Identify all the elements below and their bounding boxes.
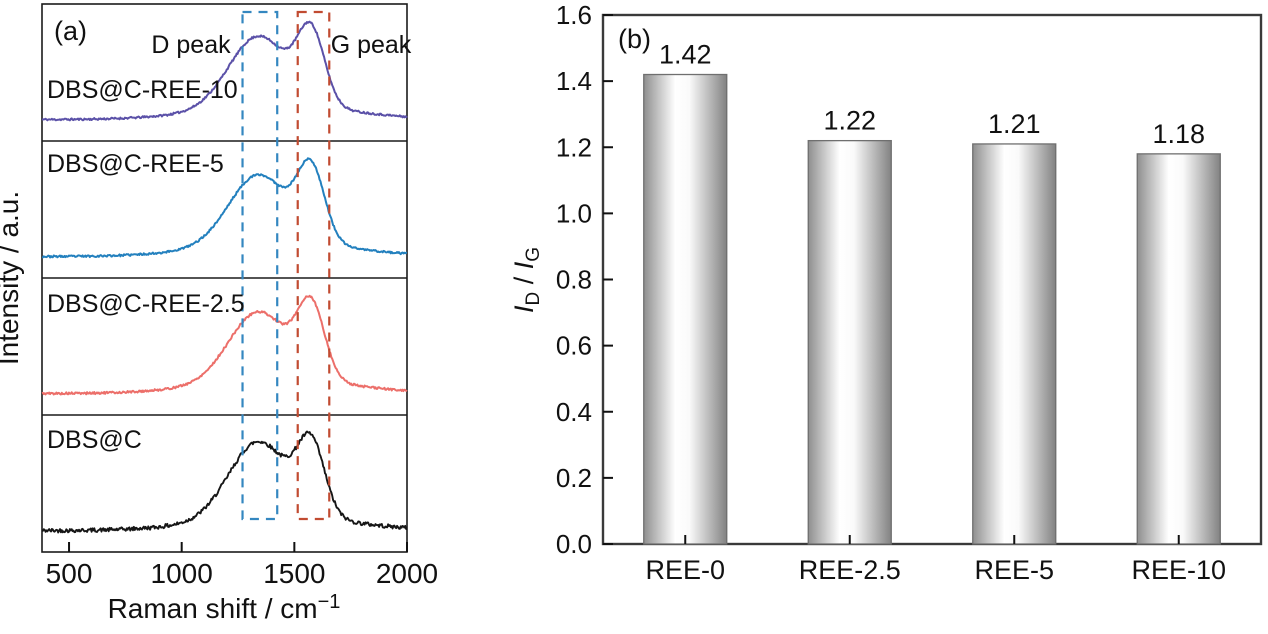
d-band-highlight-box — [241, 10, 279, 521]
raman-curve-dbs-c-ree-5 — [41, 157, 408, 259]
highlight-boxes-layer — [241, 10, 331, 521]
panel-b-y-tick-label: 0.2 — [556, 463, 592, 493]
panel-a-tag: (a) — [54, 16, 87, 46]
panel-b-y-tick-label: 1.6 — [556, 0, 592, 30]
bar-value-label-ree-0: 1.42 — [659, 40, 712, 70]
x-category-label-ree-5: REE-5 — [974, 555, 1054, 585]
panel-a-x-tick-label: 1500 — [263, 558, 325, 589]
panel-b-yaxis-title: ID / IG — [509, 247, 544, 313]
series-label-dbs-c-ree-10: DBS@C-REE-10 — [47, 76, 238, 104]
d-peak-label: D peak — [151, 31, 231, 59]
x-category-label-ree-2-5: REE-2.5 — [799, 555, 901, 585]
bar-ree-2-5 — [807, 139, 892, 545]
x-category-label-ree-0: REE-0 — [645, 555, 725, 585]
bar-ree-0 — [643, 73, 728, 545]
panel-b-y-tick-label: 1.4 — [556, 66, 592, 96]
panel-a-x-tick-label: 1000 — [151, 558, 213, 589]
bar-value-label-ree-10: 1.18 — [1152, 119, 1205, 149]
bar-value-label-ree-2-5: 1.22 — [823, 106, 876, 136]
raman-curve-dbs-c-ree-2-5 — [41, 294, 408, 396]
raman-curve-dbs-c — [41, 430, 408, 534]
panel-a-x-tick-label: 500 — [46, 558, 93, 589]
series-label-dbs-c-ree-5: DBS@C-REE-5 — [47, 150, 224, 178]
panel-b-layer: 0.0 0.2 0.4 0.6 0.8 1.0 1.2 1.4 1.6 1.42 REE-0 1.22… — [556, 0, 1263, 585]
panel-a-axis-layer: 500 1000 1500 2000 — [46, 542, 438, 589]
panel-a-frame-layer — [41, 3, 408, 553]
panel-b-y-tick-label: 1.0 — [556, 198, 592, 228]
panel-b-y-tick-label: 0.8 — [556, 265, 592, 295]
series-label-dbs-c: DBS@C — [47, 426, 142, 454]
bar-ree-5 — [972, 143, 1057, 545]
panel-b-y-tick-label: 0.4 — [556, 397, 592, 427]
panel-b-tag: (b) — [618, 24, 651, 54]
x-category-label-ree-10: REE-10 — [1131, 555, 1226, 585]
raman-curve-dbs-c-ree-10 — [41, 20, 408, 122]
panel-a-yaxis-title: Intensity / a.u. — [0, 191, 24, 365]
panel-a-x-tick-label: 2000 — [376, 558, 438, 589]
bar-value-label-ree-5: 1.21 — [988, 109, 1041, 139]
g-band-highlight-box — [296, 10, 331, 521]
panel-b-y-tick-label: 0.6 — [556, 331, 592, 361]
bar-ree-10 — [1136, 153, 1221, 545]
panel-b-y-tick-label: 1.2 — [556, 132, 592, 162]
raman-curves-layer — [41, 20, 408, 534]
panel-b-y-tick-label: 0.0 — [556, 529, 592, 559]
g-peak-label: G peak — [331, 31, 412, 59]
panel-a-xaxis-title: Raman shift / cm−1 — [108, 591, 341, 624]
series-labels-layer: DBS@C-REE-10 DBS@C-REE-5 DBS@C-REE-2.5 DBS@… — [47, 76, 245, 454]
series-label-dbs-c-ree-2-5: DBS@C-REE-2.5 — [47, 290, 245, 318]
